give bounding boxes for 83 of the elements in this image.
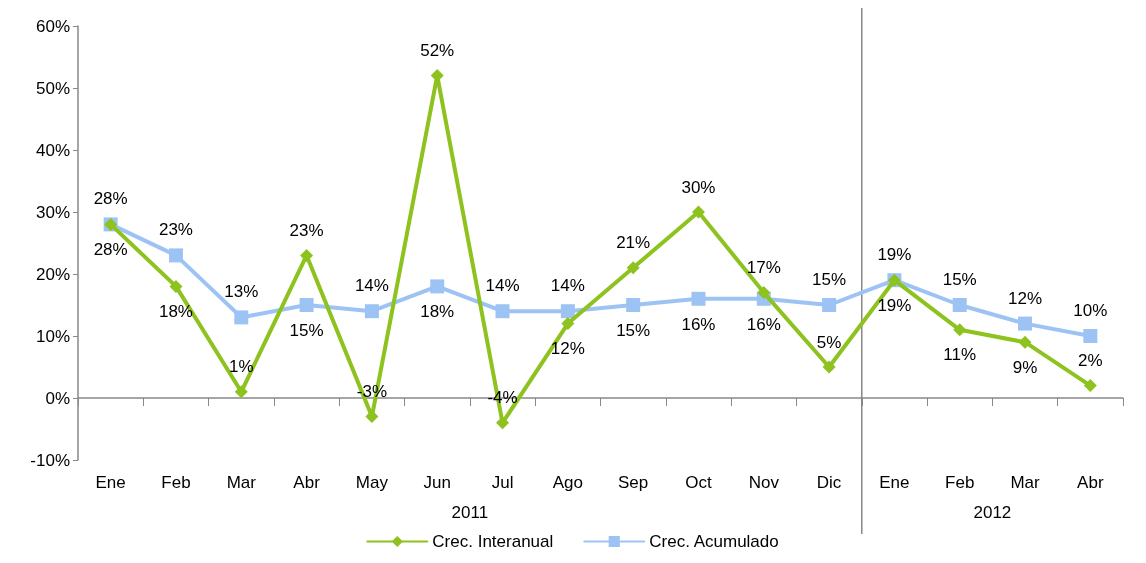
x-tick-label: Abr bbox=[293, 473, 321, 492]
point bbox=[365, 410, 379, 424]
data-label: 1% bbox=[228, 357, 254, 377]
x-tick-label: Mar bbox=[1010, 473, 1041, 492]
x-tick-label: Jun bbox=[423, 473, 451, 492]
point bbox=[757, 286, 771, 300]
x-tick-label: Sep bbox=[618, 473, 649, 492]
x-tick-label: Ene bbox=[95, 473, 126, 492]
y-tick-label: 0% bbox=[45, 388, 70, 408]
x-tick-label: Ago bbox=[552, 473, 583, 492]
data-label: 15% bbox=[616, 321, 651, 340]
x-tick-label: May bbox=[355, 473, 389, 492]
point bbox=[300, 248, 314, 262]
point bbox=[364, 304, 379, 319]
data-label: 28% bbox=[93, 239, 128, 259]
point bbox=[1018, 335, 1032, 349]
data-label: 15% bbox=[942, 270, 977, 289]
point bbox=[691, 291, 706, 306]
point bbox=[822, 298, 837, 312]
point bbox=[168, 248, 183, 263]
data-label: 14% bbox=[550, 276, 585, 296]
point bbox=[952, 298, 967, 312]
point bbox=[626, 261, 640, 275]
legend-label: Crec. Interanual bbox=[432, 532, 554, 551]
point bbox=[691, 205, 705, 219]
data-label: 12% bbox=[550, 339, 585, 359]
data-label: 9% bbox=[1012, 357, 1038, 377]
y-tick-label: 60% bbox=[35, 16, 70, 36]
data-label: 52% bbox=[420, 41, 455, 61]
x-tick-label: Dic bbox=[816, 473, 842, 492]
point bbox=[822, 360, 836, 374]
y-tick-label: 30% bbox=[35, 202, 70, 222]
point bbox=[560, 304, 575, 319]
point bbox=[169, 279, 183, 293]
data-label: 19% bbox=[877, 245, 912, 265]
point bbox=[1018, 316, 1033, 331]
data-label: 16% bbox=[681, 314, 716, 334]
text: 2011 bbox=[451, 502, 489, 522]
data-label: 17% bbox=[746, 258, 781, 278]
point bbox=[953, 323, 967, 337]
point bbox=[626, 298, 641, 312]
x-tick-label: Nov bbox=[748, 473, 780, 492]
data-label: 12% bbox=[1008, 288, 1043, 308]
y-tick-label: -10% bbox=[30, 450, 70, 470]
data-label: 13% bbox=[224, 282, 259, 302]
x-tick-label: Ene bbox=[879, 473, 910, 492]
y-tick-label: 50% bbox=[35, 78, 70, 98]
point bbox=[299, 298, 314, 312]
data-label: 30% bbox=[681, 177, 716, 197]
x-tick-label: Oct bbox=[685, 473, 712, 492]
point bbox=[1083, 329, 1098, 343]
legend-label: Crec. Acumulado bbox=[649, 532, 779, 551]
point bbox=[234, 310, 249, 325]
text: 2012 bbox=[973, 502, 1012, 522]
data-label: 19% bbox=[877, 295, 912, 315]
data-label: 23% bbox=[158, 220, 193, 240]
y-tick-label: 40% bbox=[35, 140, 70, 160]
point bbox=[495, 304, 510, 319]
data-label: 5% bbox=[816, 332, 842, 352]
data-label: 14% bbox=[485, 276, 520, 296]
x-tick-label: Feb bbox=[945, 473, 975, 492]
x-tick-label: Jul bbox=[491, 473, 514, 492]
data-label: 23% bbox=[289, 220, 324, 240]
data-label: 2% bbox=[1078, 351, 1103, 371]
data-label: 15% bbox=[289, 321, 324, 340]
data-label: 28% bbox=[93, 189, 128, 209]
point bbox=[561, 317, 575, 331]
data-label: 15% bbox=[812, 270, 847, 289]
x-tick-label: Mar bbox=[226, 473, 257, 492]
data-label: 21% bbox=[616, 233, 651, 253]
y-tick-label: 20% bbox=[35, 264, 70, 284]
point bbox=[430, 279, 445, 294]
data-label: 10% bbox=[1073, 301, 1108, 320]
point bbox=[234, 385, 248, 399]
data-label: 16% bbox=[746, 314, 781, 334]
data-label: 18% bbox=[420, 302, 455, 322]
data-label: 11% bbox=[943, 345, 977, 365]
x-tick-label: Feb bbox=[161, 473, 191, 492]
y-tick-label: 10% bbox=[35, 326, 70, 346]
point bbox=[1083, 379, 1097, 393]
data-label: 14% bbox=[354, 276, 389, 296]
point bbox=[496, 416, 510, 430]
x-tick-label: Abr bbox=[1077, 473, 1104, 492]
